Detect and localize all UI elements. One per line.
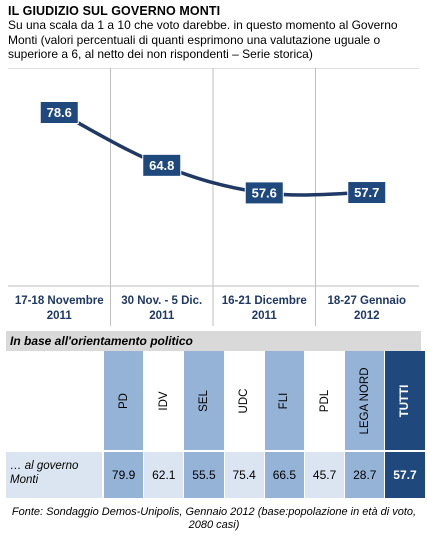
row-label-background <box>6 452 102 498</box>
data-label: 64.8 <box>149 158 174 173</box>
row-label: … al governo Monti <box>10 460 79 486</box>
x-tick-label: 2011 <box>47 310 73 322</box>
party-column-header: IDV <box>144 351 184 450</box>
party-value: 75.4 <box>232 468 256 482</box>
data-point-marker <box>244 181 284 205</box>
line-chart: 78.6 64.8 57.6 57.7 17-18 Novembre 2011 30 Nov… <box>8 68 419 326</box>
party-value: 79.9 <box>111 468 136 482</box>
party-value-cell: 28.7 <box>345 452 385 498</box>
party-value: 62.1 <box>152 468 176 482</box>
source-note: Fonte: Sondaggio Demos-Unipolis, Gennaio… <box>11 506 417 531</box>
party-column-header: FLI <box>264 351 304 450</box>
party-name: IDV <box>157 390 170 411</box>
series-line <box>58 110 367 197</box>
party-column-header: SEL <box>184 351 224 450</box>
party-column-header: TUTTI <box>385 351 425 450</box>
section-header: In base all'orientamento politico <box>6 331 421 351</box>
x-tick-label: 16-21 Dicembre <box>222 295 307 307</box>
party-name: PD <box>117 392 130 409</box>
party-value: 57.7 <box>393 468 417 482</box>
party-value-cell: 45.7 <box>305 452 345 498</box>
data-label: 57.7 <box>354 185 379 200</box>
party-column-header: PDL <box>305 351 345 450</box>
party-column-header: PD <box>104 351 144 450</box>
data-point-marker <box>347 181 387 205</box>
chart-subtitle: Su una scala da 1 a 10 che voto darebbe.… <box>8 18 398 61</box>
party-value: 28.7 <box>353 468 377 482</box>
party-value: 55.5 <box>192 468 216 482</box>
party-name: LEGA NORD <box>358 366 371 435</box>
x-tick-label: 17-18 Novembre <box>15 295 104 307</box>
party-column-header: LEGA NORD <box>345 351 385 450</box>
party-value-cell: 62.1 <box>144 452 184 498</box>
party-value-cell: 66.5 <box>264 452 304 498</box>
x-tick-label: 2012 <box>354 310 380 322</box>
x-tick-label: 18-27 Gennaio <box>327 295 406 307</box>
party-name: SEL <box>197 389 210 412</box>
party-name: UDC <box>238 388 251 413</box>
party-value-cell: 75.4 <box>224 452 264 498</box>
data-point-marker <box>142 153 182 177</box>
party-value: 66.5 <box>272 468 297 482</box>
x-tick-label: 2011 <box>149 310 175 322</box>
party-name: PDL <box>318 389 331 412</box>
data-point-marker <box>39 101 79 125</box>
party-value-cell: 79.9 <box>104 452 144 498</box>
data-label: 78.6 <box>47 105 72 120</box>
x-tick-label: 2011 <box>252 310 278 322</box>
party-value-cell: 57.7 <box>385 452 425 498</box>
chart-title: IL GIUDIZIO SUL GOVERNO MONTI <box>8 4 221 18</box>
party-value-cell: 55.5 <box>184 452 224 498</box>
party-name: FLI <box>278 392 291 409</box>
x-tick-label: 30 Nov. - 5 Dic. <box>121 295 202 307</box>
party-column-header: UDC <box>224 351 264 450</box>
party-value: 45.7 <box>312 468 337 482</box>
party-table: … al governo Monti PD 79.9 IDV 62.1 SEL 55.5 U… <box>0 351 427 501</box>
data-label: 57.6 <box>252 185 277 200</box>
party-name: TUTTI <box>398 384 411 417</box>
